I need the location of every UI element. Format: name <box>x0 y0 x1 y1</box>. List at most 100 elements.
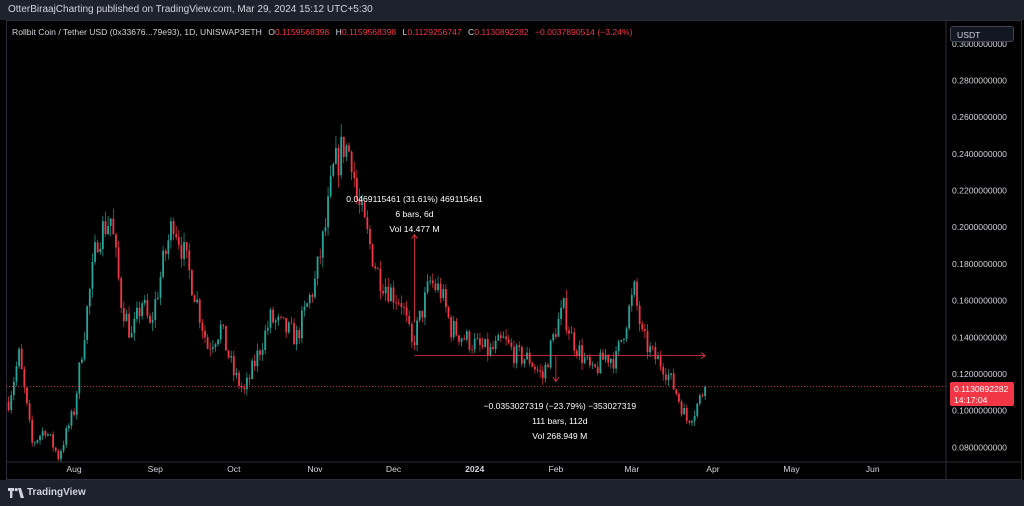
candle[interactable] <box>578 340 581 361</box>
candle[interactable] <box>12 377 15 401</box>
candle[interactable] <box>492 341 494 351</box>
candle[interactable] <box>138 301 141 324</box>
candle[interactable] <box>607 354 610 368</box>
candle[interactable] <box>167 234 170 260</box>
candle[interactable] <box>272 306 274 324</box>
candle[interactable] <box>282 317 285 320</box>
candle[interactable] <box>599 348 602 374</box>
candle[interactable] <box>505 329 508 346</box>
candle[interactable] <box>623 338 625 345</box>
candle[interactable] <box>151 311 154 332</box>
candle[interactable] <box>554 328 557 340</box>
candle[interactable] <box>348 142 350 153</box>
candle[interactable] <box>353 161 356 188</box>
candle[interactable] <box>426 274 429 295</box>
candle[interactable] <box>141 301 144 320</box>
candle[interactable] <box>146 293 149 319</box>
candle[interactable] <box>101 215 104 257</box>
candle[interactable] <box>120 276 123 313</box>
candle[interactable] <box>175 226 178 241</box>
candle[interactable] <box>177 229 180 250</box>
candle[interactable] <box>214 342 217 352</box>
candle[interactable] <box>196 291 199 304</box>
candle[interactable] <box>452 315 455 341</box>
candle[interactable] <box>628 303 631 331</box>
candle[interactable] <box>361 194 364 212</box>
candle[interactable] <box>256 343 259 372</box>
candle[interactable] <box>180 236 183 268</box>
candle[interactable] <box>557 312 560 337</box>
candle[interactable] <box>447 305 450 319</box>
candle[interactable] <box>54 446 57 453</box>
candle[interactable] <box>345 143 348 162</box>
candle[interactable] <box>57 449 60 461</box>
candle[interactable] <box>251 358 254 380</box>
candle[interactable] <box>311 292 314 303</box>
candle[interactable] <box>62 440 65 454</box>
candle[interactable] <box>410 321 413 349</box>
candle[interactable] <box>75 391 78 420</box>
candle[interactable] <box>52 431 55 452</box>
candle[interactable] <box>193 294 196 303</box>
currency-unit-button[interactable]: USDT <box>950 26 1014 42</box>
candle[interactable] <box>675 388 678 396</box>
candle[interactable] <box>73 408 75 417</box>
candle[interactable] <box>18 347 20 369</box>
candle[interactable] <box>636 278 638 311</box>
candle[interactable] <box>274 318 277 330</box>
candle[interactable] <box>455 317 458 337</box>
candle[interactable] <box>327 187 329 236</box>
candle[interactable] <box>594 363 597 369</box>
candle[interactable] <box>81 356 83 364</box>
candle[interactable] <box>416 316 418 352</box>
candle[interactable] <box>107 215 110 236</box>
candle[interactable] <box>366 210 369 234</box>
candle[interactable] <box>374 262 377 271</box>
measure-range[interactable]: −0.0353027319 (−23.79%) −353027319 111 ba… <box>414 352 706 441</box>
candle[interactable] <box>227 349 230 360</box>
candle[interactable] <box>625 326 628 342</box>
candle[interactable] <box>240 382 243 393</box>
candle[interactable] <box>332 161 335 178</box>
candle[interactable] <box>431 273 434 289</box>
candle[interactable] <box>206 334 209 350</box>
candle[interactable] <box>463 334 466 341</box>
candle[interactable] <box>26 386 28 407</box>
candle[interactable] <box>109 218 112 237</box>
candle[interactable] <box>549 339 552 370</box>
candle[interactable] <box>617 339 620 357</box>
candle[interactable] <box>115 232 117 258</box>
candle[interactable] <box>651 345 654 351</box>
candle[interactable] <box>31 415 34 447</box>
candle[interactable] <box>172 217 175 241</box>
footer-brand[interactable]: TradingView <box>27 487 86 498</box>
candle[interactable] <box>596 361 599 376</box>
candle[interactable] <box>560 300 562 326</box>
candle[interactable] <box>499 331 502 343</box>
candle[interactable] <box>70 409 73 430</box>
candle[interactable] <box>314 271 316 300</box>
candle[interactable] <box>219 320 222 344</box>
candle[interactable] <box>99 242 102 255</box>
candle[interactable] <box>280 315 282 320</box>
candle[interactable] <box>609 357 612 369</box>
candle[interactable] <box>324 218 327 236</box>
candle[interactable] <box>235 368 238 379</box>
candle[interactable] <box>654 341 657 365</box>
candle[interactable] <box>112 208 115 235</box>
candle[interactable] <box>536 365 539 374</box>
candle[interactable] <box>245 372 248 396</box>
candle[interactable] <box>489 343 492 357</box>
candle[interactable] <box>46 432 49 437</box>
candle[interactable] <box>528 348 531 367</box>
candle[interactable] <box>130 326 133 338</box>
candle[interactable] <box>209 342 212 357</box>
candle[interactable] <box>552 332 555 343</box>
candle[interactable] <box>185 241 188 258</box>
candle[interactable] <box>300 305 303 344</box>
candle[interactable] <box>293 318 295 345</box>
chart-area[interactable] <box>6 20 1022 480</box>
candle[interactable] <box>693 410 696 426</box>
candle[interactable] <box>217 338 219 347</box>
